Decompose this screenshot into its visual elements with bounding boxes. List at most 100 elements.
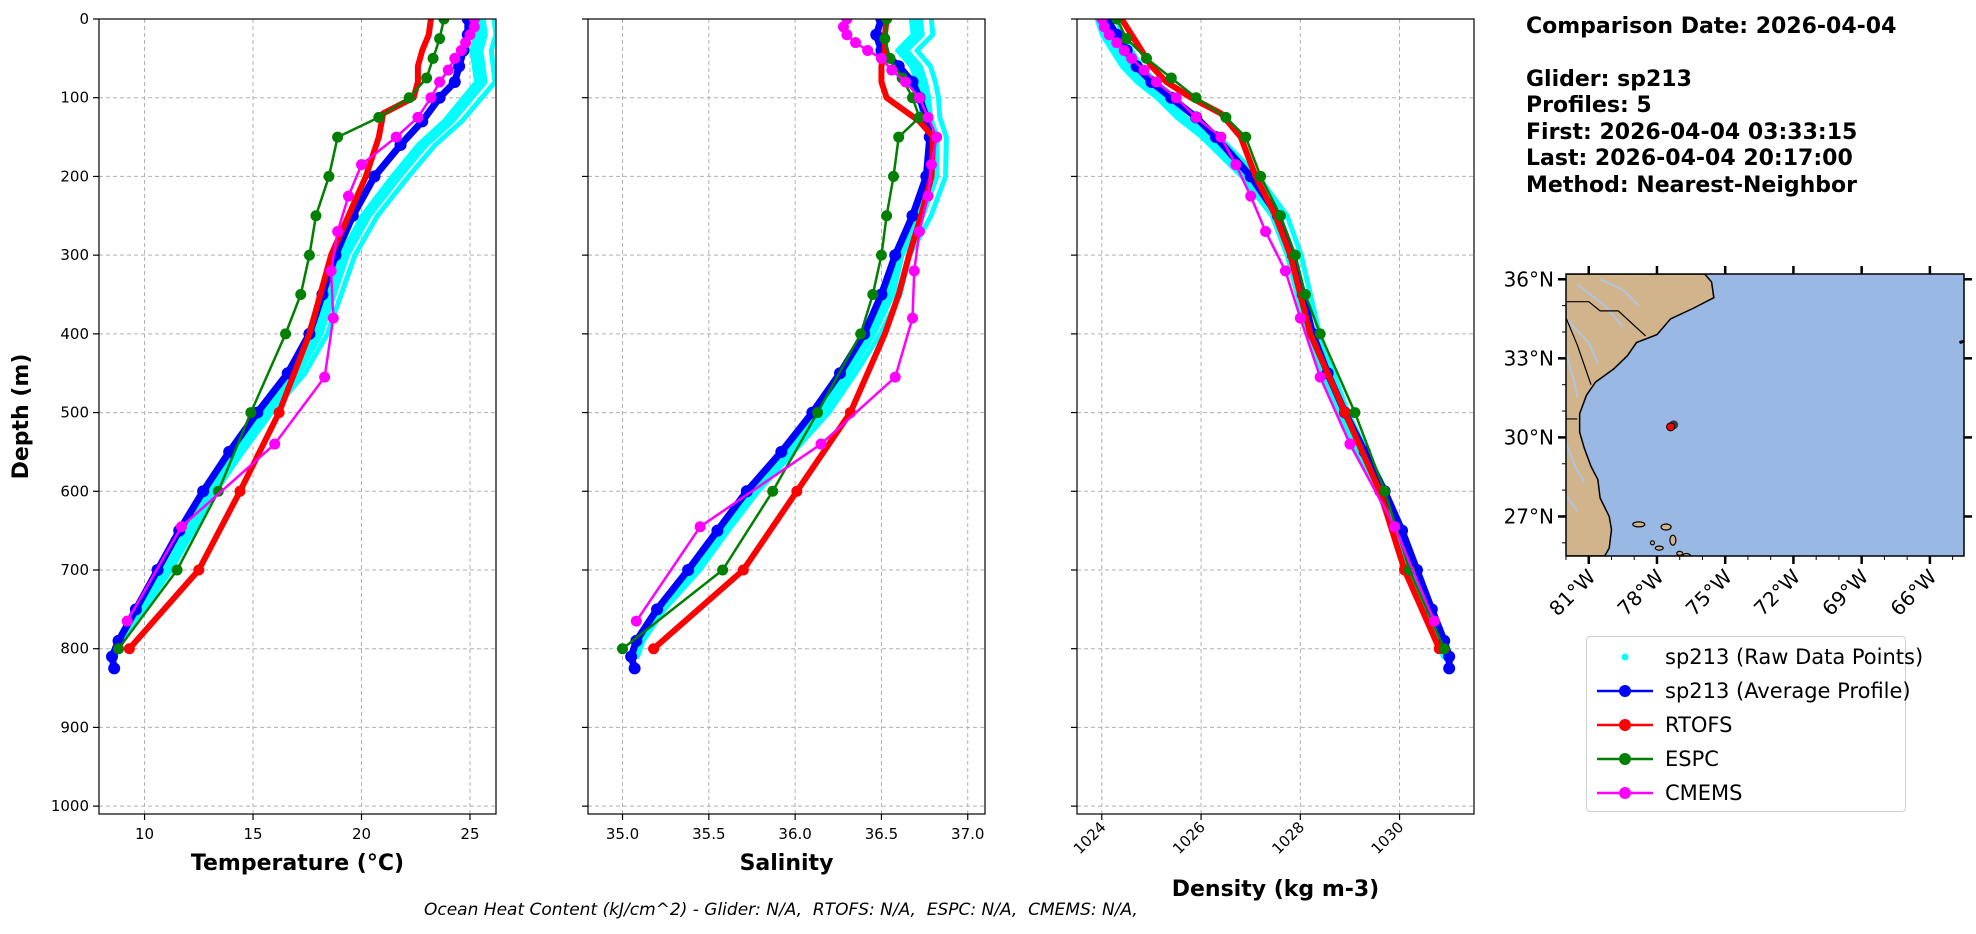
x-tick-label: 1030 bbox=[1368, 818, 1408, 858]
cmems-point bbox=[889, 371, 901, 383]
espc-point bbox=[617, 643, 629, 655]
raw-data-trace bbox=[1103, 19, 1448, 660]
cmems-point bbox=[841, 29, 853, 41]
map-lon-label: 81°W bbox=[1544, 564, 1600, 620]
cmems-point bbox=[449, 52, 461, 64]
espc-point bbox=[212, 485, 224, 497]
first-profile-time: First: 2026-04-04 03:33:15 bbox=[1526, 119, 1858, 145]
cmems-point bbox=[815, 438, 827, 450]
x-tick-label: 10 bbox=[135, 825, 154, 843]
y-tick-label: 400 bbox=[60, 325, 89, 343]
cmems-point bbox=[269, 438, 281, 450]
espc-point bbox=[1299, 288, 1311, 300]
legend-label-raw: sp213 (Raw Data Points) bbox=[1665, 645, 1924, 669]
cmems-point bbox=[913, 226, 925, 238]
espc-point bbox=[1438, 643, 1450, 655]
cmems-point bbox=[908, 265, 920, 277]
espc-point bbox=[812, 407, 824, 419]
profile-panel-2: 1024 1026 1028 1030 Density (kg m-3) bbox=[1070, 18, 1475, 902]
espc-point bbox=[310, 210, 322, 222]
map-lon-label: 75°W bbox=[1681, 564, 1737, 620]
x-axis-label: Density (kg m-3) bbox=[1172, 877, 1380, 902]
espc-point bbox=[767, 485, 779, 497]
espc-point bbox=[855, 328, 867, 340]
cmems-point bbox=[1389, 521, 1401, 533]
espc-point bbox=[867, 288, 879, 300]
espc-point bbox=[1220, 111, 1232, 123]
rtofs-point bbox=[193, 564, 205, 576]
cmems-point bbox=[327, 312, 339, 324]
legend-marker-cmems bbox=[1597, 787, 1653, 799]
profile-count: Profiles: 5 bbox=[1526, 93, 1652, 118]
espc-point bbox=[171, 564, 183, 576]
legend-label-rtofs: RTOFS bbox=[1665, 713, 1733, 737]
cmems-point bbox=[412, 111, 424, 123]
avg-point bbox=[651, 603, 664, 616]
rtofs-point bbox=[234, 485, 246, 497]
cmems-point bbox=[907, 312, 919, 324]
legend-marker-raw bbox=[1621, 653, 1629, 661]
comparison-date: Comparison Date: 2026-04-04 bbox=[1526, 14, 1897, 39]
y-tick-label: 300 bbox=[60, 246, 89, 264]
river-line bbox=[1566, 442, 1586, 483]
espc-point bbox=[427, 52, 439, 64]
espc-point bbox=[438, 19, 450, 25]
y-tick-label: 900 bbox=[60, 718, 89, 736]
series-group bbox=[1094, 19, 1456, 675]
map-lon-label: 72°W bbox=[1749, 564, 1805, 620]
rtofs-point bbox=[273, 407, 285, 419]
cmems-point bbox=[922, 111, 934, 123]
state-border bbox=[1566, 301, 1647, 337]
rtofs-point bbox=[737, 564, 749, 576]
espc-point bbox=[403, 92, 415, 104]
espc-point bbox=[717, 564, 729, 576]
river-line bbox=[1566, 494, 1579, 512]
cmems-point bbox=[900, 76, 912, 88]
cmems-point bbox=[1111, 37, 1123, 49]
map-lat-label: 36°N bbox=[1504, 267, 1554, 291]
cmems-point bbox=[1428, 615, 1440, 627]
cmems-point bbox=[325, 265, 337, 277]
raw-data-trace bbox=[632, 19, 936, 660]
cmems-point bbox=[913, 92, 925, 104]
avg-point bbox=[870, 28, 883, 41]
land-polygon bbox=[1566, 274, 1715, 556]
espc-point bbox=[1349, 407, 1361, 419]
avg-point bbox=[625, 650, 638, 663]
map-lat-label: 33°N bbox=[1504, 346, 1554, 370]
cmems-point bbox=[121, 615, 133, 627]
cmems-point bbox=[390, 131, 402, 143]
legend-item-raw: sp213 (Raw Data Points) bbox=[1595, 642, 1923, 672]
x-tick-label: 35.0 bbox=[606, 825, 639, 843]
island bbox=[1654, 545, 1664, 551]
cmems-point bbox=[1126, 52, 1138, 64]
glider-location-marker bbox=[1666, 422, 1676, 432]
x-tick-label: 1026 bbox=[1169, 818, 1209, 858]
y-tick-label: 500 bbox=[60, 404, 89, 422]
rtofs-point bbox=[791, 485, 803, 497]
espc-point bbox=[295, 288, 307, 300]
espc-point bbox=[373, 111, 385, 123]
cmems-point bbox=[850, 37, 862, 49]
cmems-point bbox=[425, 92, 437, 104]
avg-point bbox=[875, 288, 888, 301]
legend-marker-average bbox=[1597, 685, 1653, 697]
avg-line bbox=[627, 19, 934, 672]
y-tick-label: 700 bbox=[60, 561, 89, 579]
espc-point bbox=[884, 52, 896, 64]
espc-point bbox=[1314, 328, 1326, 340]
cmems-point bbox=[1294, 312, 1306, 324]
river-line bbox=[1566, 318, 1599, 365]
espc-point bbox=[893, 131, 905, 143]
cmems-point bbox=[455, 44, 467, 56]
cmems-point bbox=[875, 52, 887, 64]
avg-point bbox=[106, 650, 119, 663]
espc-point bbox=[1379, 485, 1391, 497]
avg-point bbox=[906, 209, 919, 222]
info-panel: Comparison Date: 2026-04-04 Glider: sp213… bbox=[1526, 14, 1896, 199]
profile-panel-0: 0 100 200 300 400 500 600 700 800 900 1000 10 15 20 25… bbox=[9, 10, 497, 876]
legend-label-average: sp213 (Average Profile) bbox=[1665, 679, 1911, 703]
espc-point bbox=[1274, 210, 1286, 222]
espc-point bbox=[1111, 19, 1123, 25]
